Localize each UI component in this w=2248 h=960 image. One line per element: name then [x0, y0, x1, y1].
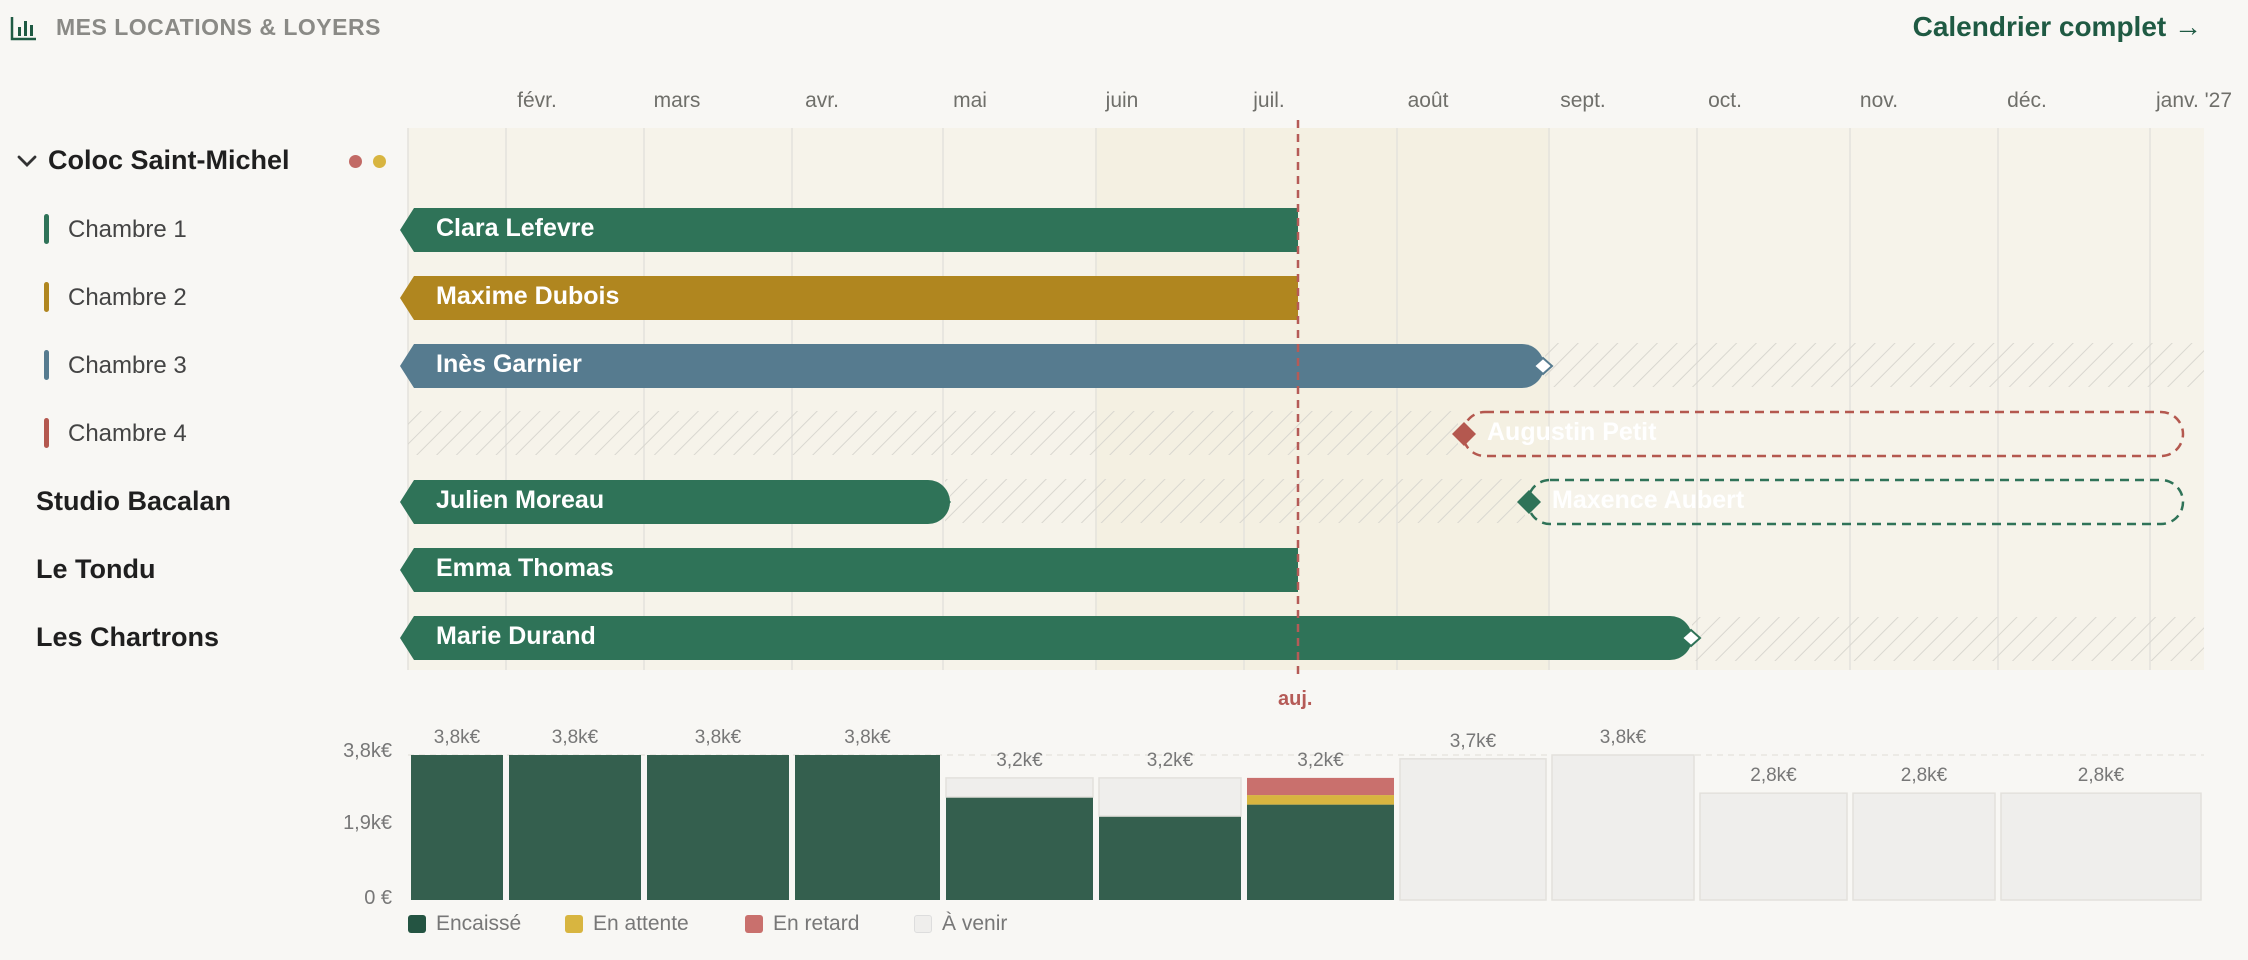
- lease-bar-julien[interactable]: [400, 480, 950, 524]
- bar-total-label: 3,2k€: [996, 749, 1043, 771]
- month-label-may: mai: [953, 89, 987, 112]
- vacancy-chambre3: [1545, 343, 2204, 387]
- row-label-chambre1[interactable]: Chambre 1: [68, 216, 187, 243]
- month-label-nov: nov.: [1859, 89, 1899, 112]
- y-tick-label: 3,8k€: [343, 740, 392, 762]
- month-label-dec: déc.: [2007, 89, 2047, 112]
- legend-upcoming: À venir: [914, 912, 1007, 936]
- revenue-bar-segment: [1399, 758, 1547, 901]
- row-label-chambre2[interactable]: Chambre 2: [68, 284, 187, 311]
- tenant-label-emma: Emma Thomas: [436, 554, 614, 582]
- tenant-label-augustin: Augustin Petit: [1487, 418, 1657, 446]
- revenue-bar-segment: [1551, 754, 1695, 901]
- bar-total-label: 3,8k€: [433, 727, 481, 748]
- bar-total-label: 2,8k€: [1900, 765, 1948, 787]
- bar-chart-icon: [10, 17, 36, 41]
- legend-swatch: [565, 915, 583, 933]
- lease-end-marker: [933, 492, 951, 512]
- revenue-bar-segment: [1098, 777, 1242, 817]
- month-label-jun: juin: [1105, 89, 1139, 112]
- revenue-bar-segment: [1852, 792, 1996, 901]
- y-tick-label: 1,9k€: [343, 812, 392, 834]
- bar-total-label: 3,8k€: [844, 727, 891, 748]
- chevron-down-icon[interactable]: [16, 152, 38, 170]
- room-color-marker: [44, 214, 49, 244]
- lease-bar-ines[interactable]: [400, 344, 1544, 388]
- y-tick-label: 0 €: [364, 887, 392, 909]
- legend-collected: Encaissé: [408, 912, 521, 936]
- bar-total-label: 2,8k€: [1750, 765, 1797, 787]
- revenue-bar-segment: [1247, 804, 1394, 900]
- bar-total-label: 3,7k€: [1449, 730, 1497, 752]
- tenant-label-clara: Clara Lefevre: [436, 214, 595, 242]
- tenant-label-marie: Marie Durand: [436, 622, 596, 650]
- lease-start-marker: [1517, 490, 1541, 514]
- full-calendar-link[interactable]: Calendrier complet →: [1912, 11, 2202, 42]
- row-label-les-chartrons[interactable]: Les Chartrons: [36, 622, 220, 652]
- page-title: MES LOCATIONS & LOYERS: [56, 14, 381, 40]
- tenant-label-maxence: Maxence Aubert: [1552, 486, 1745, 514]
- revenue-bar-segment: [795, 755, 940, 900]
- bar-total-label: 3,8k€: [694, 727, 742, 748]
- status-dot-late: [349, 155, 362, 168]
- month-label-apr: avr.: [805, 89, 839, 112]
- vacancy-studio: [945, 479, 1525, 523]
- row-label-chambre3[interactable]: Chambre 3: [68, 352, 187, 379]
- revenue-bar-segment: [647, 755, 789, 900]
- revenue-bar-segment: [1247, 795, 1394, 805]
- revenue-bar-segment: [1099, 816, 1241, 900]
- room-color-marker: [44, 350, 49, 380]
- lease-end-marker: [1532, 356, 1554, 376]
- revenue-bar-segment: [945, 777, 1094, 798]
- room-color-marker: [44, 418, 49, 448]
- lease-bar-clara[interactable]: [400, 208, 1298, 252]
- lease-start-marker: [1452, 422, 1476, 446]
- lease-bar-maxime[interactable]: [400, 276, 1298, 320]
- revenue-bar-segment: [509, 755, 641, 900]
- bar-total-label: 3,2k€: [1146, 749, 1194, 771]
- row-label-chambre4[interactable]: Chambre 4: [68, 420, 187, 447]
- legend-swatch: [745, 915, 763, 933]
- month-label-aug: août: [1407, 89, 1449, 112]
- month-label-jul: juil.: [1253, 89, 1285, 112]
- bar-total-label: 3,8k€: [1599, 727, 1647, 748]
- bar-total-label: 3,2k€: [1297, 749, 1344, 771]
- revenue-bar-segment: [946, 796, 1093, 900]
- month-label-jan27: janv. '27: [2155, 89, 2233, 112]
- tenant-label-maxime: Maxime Dubois: [436, 282, 620, 310]
- bar-total-label: 2,8k€: [2077, 765, 2125, 787]
- month-label-sep: sept.: [1560, 89, 1606, 112]
- vacancy-chambre4: [408, 411, 1458, 455]
- lease-bar-marie[interactable]: [400, 616, 1692, 660]
- tenant-label-ines: Inès Garnier: [436, 350, 582, 378]
- month-label-feb: févr.: [517, 89, 557, 112]
- tenant-label-julien: Julien Moreau: [436, 486, 605, 514]
- revenue-bar-segment: [2000, 792, 2202, 901]
- group-coloc-saint-michel[interactable]: Coloc Saint-Michel: [48, 145, 290, 175]
- lease-bar-emma[interactable]: [400, 548, 1298, 592]
- today-label: auj.: [1278, 688, 1313, 710]
- legend-swatch: [914, 915, 932, 933]
- revenue-bar-segment: [1699, 792, 1848, 901]
- lease-end-marker: [1680, 628, 1702, 648]
- legend-late: En retard: [745, 912, 859, 936]
- status-dot-pending: [373, 155, 386, 168]
- room-color-marker: [44, 282, 49, 312]
- revenue-bar-segment: [411, 755, 503, 900]
- month-label-mar: mars: [653, 89, 701, 112]
- legend-pending: En attente: [565, 912, 689, 936]
- bar-total-label: 3,8k€: [551, 727, 599, 748]
- revenue-bar-segment: [1247, 777, 1394, 796]
- row-label-studio-bacalan[interactable]: Studio Bacalan: [36, 486, 232, 516]
- month-label-oct: oct.: [1708, 89, 1742, 112]
- vacancy-chartrons: [1692, 617, 2204, 661]
- row-label-le-tondu[interactable]: Le Tondu: [36, 554, 156, 584]
- legend-swatch: [408, 915, 426, 933]
